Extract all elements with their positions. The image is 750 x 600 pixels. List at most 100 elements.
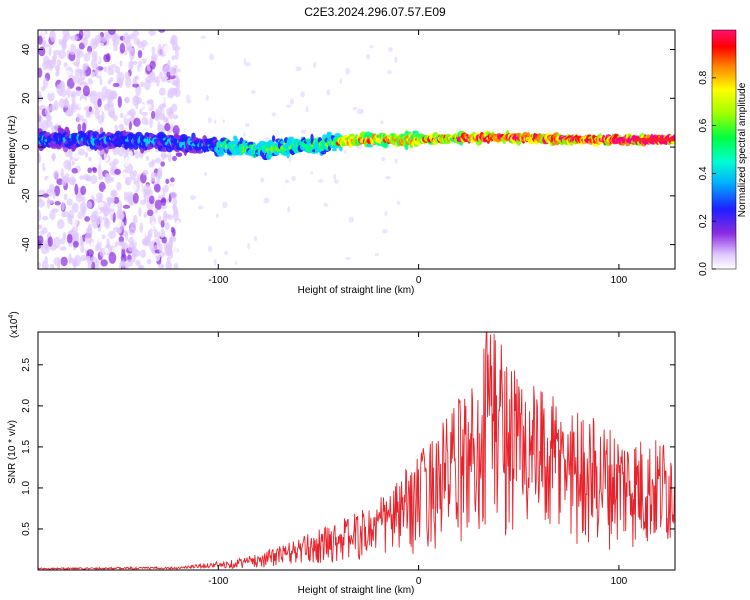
spectrogram-cell: [264, 137, 270, 141]
spectrogram-cell: [369, 66, 375, 72]
spectrogram-cell: [56, 83, 61, 94]
spectrogram-cell: [311, 44, 318, 50]
spectrogram-cell: [388, 47, 393, 52]
snr-x-label: Height of straight line (km): [298, 585, 415, 596]
spectrogram-cell: [374, 252, 379, 257]
spectrogram-cell: [198, 205, 204, 210]
spectrogram-cell: [670, 140, 675, 145]
spectrogram-cell: [158, 87, 166, 96]
spectrogram-cell: [81, 122, 87, 133]
spectrogram-cell: [141, 234, 146, 239]
spectrogram-cell: [151, 159, 156, 166]
spectrogram-cell: [160, 228, 166, 238]
spectrogram-cell: [157, 121, 161, 132]
spectrogram-cell: [367, 45, 371, 51]
spectrogram-cell: [95, 259, 100, 269]
spectrogram-cell: [151, 247, 156, 252]
snr-panel: -100 0 100 0.5 1.0 1.5 2.0 2.5 Height of strai…: [7, 311, 676, 596]
spectrogram-cell: [101, 36, 107, 43]
spectrogram-cell: [357, 108, 363, 115]
spectrogram-cell: [74, 183, 79, 196]
spectrogram-cell: [135, 259, 141, 266]
spectrogram-cell: [118, 236, 125, 243]
spectrogram-cell: [165, 261, 173, 269]
spectrogram-cell: [108, 251, 117, 264]
spectrogram-cell: [83, 173, 89, 181]
spectrogram-cell: [46, 114, 52, 122]
spectrogram-cell: [247, 242, 251, 250]
spectrogram-cell: [383, 39, 389, 46]
spectrogram-cell: [104, 217, 109, 226]
spectrogram-cell: [160, 161, 165, 167]
spectrogram-cell: [149, 116, 153, 129]
spectrogram-cell: [63, 159, 72, 170]
spectrogram-cell: [68, 253, 72, 265]
spectrogram-cell: [339, 78, 343, 84]
spectrogram-cell: [117, 147, 125, 157]
spectrogram-cell: [54, 71, 60, 77]
spectrogram-cell: [63, 69, 72, 77]
spectrogram-cell: [38, 261, 41, 269]
spectrogram-cell: [126, 47, 135, 52]
spectrogram-y-tick-label: 20: [21, 92, 32, 104]
spectrogram-cell: [168, 74, 176, 80]
spectrogram-cell: [108, 230, 116, 239]
spectrogram-cell: [140, 81, 145, 88]
spectrogram-cell: [348, 166, 354, 174]
spectrogram-cell: [119, 112, 124, 119]
spectrogram-cell: [75, 48, 82, 55]
spectrogram-cell: [102, 188, 108, 201]
spectrogram-cell: [53, 170, 59, 180]
spectrogram-cell: [323, 202, 328, 207]
spectrogram-cell: [72, 240, 79, 248]
snr-x-tick-label: 0: [416, 576, 422, 587]
spectrogram-cell: [170, 177, 175, 183]
spectrogram-cell: [87, 223, 93, 236]
spectrogram-cell: [90, 38, 98, 50]
spectrogram-cell: [101, 95, 107, 101]
spectrogram-cell: [215, 213, 219, 218]
spectrogram-cell: [86, 201, 93, 209]
spectrogram-cell: [38, 67, 43, 78]
spectrogram-cell: [135, 96, 143, 105]
spectrogram-cell: [169, 184, 174, 194]
spectrogram-cell: [326, 108, 332, 113]
spectrogram-cell: [394, 56, 398, 63]
spectrogram-cell: [163, 64, 168, 70]
snr-frame: [37, 331, 676, 571]
spectrogram-cell: [72, 75, 81, 84]
spectrogram-cell: [166, 71, 171, 78]
spectrogram-cell: [38, 106, 43, 111]
spectrogram-cell: [47, 236, 53, 247]
spectrogram-cell: [391, 196, 398, 201]
spectrogram-cell: [95, 154, 103, 165]
spectrogram-cell: [294, 31, 302, 35]
spectrogram-cell: [38, 114, 43, 125]
spectrogram-cell: [90, 71, 96, 78]
spectrogram-cell: [38, 195, 42, 204]
spectrogram-cell: [386, 67, 391, 72]
spectrogram-cell: [61, 177, 67, 187]
spectrogram-cell: [396, 201, 401, 205]
spectrogram-cell: [116, 182, 122, 191]
spectrogram-cell: [81, 98, 87, 109]
spectrogram-cell: [77, 148, 86, 156]
spectrogram-cell: [95, 215, 103, 225]
spectrogram-cell: [83, 244, 90, 251]
spectrogram-cell: [124, 157, 130, 167]
spectrogram-cell: [153, 100, 161, 108]
spectrogram-cell: [66, 86, 71, 98]
spectrogram-cell: [139, 108, 143, 114]
snr-y-tick-label: 0.5: [21, 522, 32, 536]
spectrogram-cell: [198, 164, 203, 169]
spectrogram-cell: [170, 88, 179, 95]
spectrogram-cell: [221, 201, 228, 208]
spectrogram-cell: [158, 112, 166, 121]
spectrogram-cell: [172, 114, 179, 120]
spectrogram-cell: [91, 58, 97, 69]
spectrogram-cell: [78, 30, 84, 40]
spectrogram-cell: [124, 176, 132, 186]
colorbar-label: Normalized spectral amplitude: [737, 82, 748, 217]
spectrogram-cell: [106, 237, 110, 250]
spectrogram-cell: [173, 262, 179, 269]
